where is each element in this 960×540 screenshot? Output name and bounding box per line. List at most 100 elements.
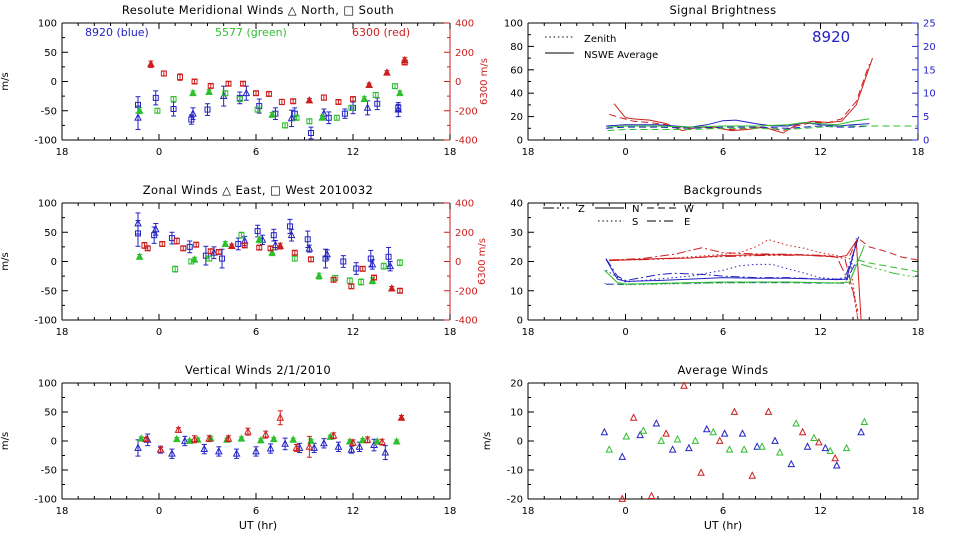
- svg-text:6: 6: [720, 147, 726, 158]
- svg-text:50: 50: [44, 48, 57, 59]
- svg-text:15: 15: [923, 65, 936, 76]
- svg-text:10: 10: [510, 408, 523, 419]
- svg-text:-100: -100: [34, 495, 57, 506]
- svg-text:0: 0: [156, 147, 162, 158]
- svg-text:100: 100: [38, 379, 57, 390]
- svg-text:0: 0: [622, 327, 628, 338]
- svg-text:Zenith: Zenith: [584, 34, 616, 45]
- svg-text:18: 18: [912, 147, 925, 158]
- svg-text:18: 18: [522, 506, 535, 517]
- svg-text:8920: 8920: [812, 28, 850, 46]
- svg-text:6: 6: [720, 327, 726, 338]
- svg-text:18: 18: [522, 327, 535, 338]
- svg-text:0: 0: [517, 437, 523, 448]
- svg-text:400: 400: [455, 199, 474, 210]
- svg-text:6300 m/s: 6300 m/s: [479, 58, 490, 105]
- svg-text:18: 18: [444, 327, 457, 338]
- x-axis-label-average-winds: UT (hr): [703, 519, 743, 532]
- svg-text:80: 80: [510, 42, 523, 53]
- svg-text:-400: -400: [455, 316, 478, 327]
- svg-text:6300 (red): 6300 (red): [352, 26, 410, 39]
- svg-text:12: 12: [814, 327, 827, 338]
- svg-text:E: E: [684, 217, 690, 228]
- svg-text:-400: -400: [455, 136, 478, 147]
- svg-text:NSWE Average: NSWE Average: [584, 50, 658, 61]
- svg-text:0: 0: [923, 136, 929, 147]
- panel-title-vertical-winds: Vertical Winds 2/1/2010: [184, 363, 332, 377]
- svg-text:40: 40: [510, 199, 523, 210]
- svg-text:0: 0: [156, 327, 162, 338]
- svg-text:-50: -50: [41, 466, 57, 477]
- svg-text:0: 0: [156, 506, 162, 517]
- svg-text:400: 400: [455, 19, 474, 30]
- svg-text:18: 18: [912, 506, 925, 517]
- svg-text:W: W: [684, 204, 694, 215]
- svg-text:Z: Z: [578, 204, 585, 215]
- svg-text:-10: -10: [507, 466, 523, 477]
- svg-text:8920 (blue): 8920 (blue): [85, 26, 149, 39]
- svg-text:18: 18: [56, 327, 69, 338]
- svg-text:6: 6: [253, 327, 259, 338]
- svg-text:0: 0: [517, 136, 523, 147]
- panel-title-zonal-winds: Zonal Winds △ East, □ West 2010032: [142, 183, 374, 197]
- svg-text:-50: -50: [41, 286, 57, 297]
- svg-text:S: S: [632, 217, 638, 228]
- svg-text:-50: -50: [41, 106, 57, 117]
- svg-text:-20: -20: [507, 495, 523, 506]
- svg-text:-100: -100: [34, 316, 57, 327]
- panel-title-average-winds: Average Winds: [677, 363, 769, 377]
- svg-text:0: 0: [51, 257, 57, 268]
- svg-text:30: 30: [510, 228, 523, 239]
- svg-text:6300 m/s: 6300 m/s: [477, 238, 488, 285]
- panel-title-meridional-winds: Resolute Meridional Winds △ North, □ Sou…: [121, 3, 395, 17]
- svg-text:100: 100: [38, 199, 57, 210]
- svg-text:25: 25: [923, 19, 936, 30]
- svg-text:12: 12: [814, 506, 827, 517]
- svg-text:6: 6: [720, 506, 726, 517]
- svg-text:100: 100: [38, 19, 57, 30]
- svg-text:50: 50: [44, 408, 57, 419]
- svg-text:10: 10: [510, 286, 523, 297]
- svg-text:0: 0: [517, 316, 523, 327]
- svg-text:5: 5: [923, 112, 929, 123]
- svg-text:18: 18: [56, 147, 69, 158]
- svg-text:40: 40: [510, 89, 523, 100]
- svg-text:0: 0: [455, 77, 461, 88]
- svg-text:20: 20: [923, 42, 936, 53]
- x-axis-label-vertical-winds: UT (hr): [238, 519, 278, 532]
- svg-text:12: 12: [347, 506, 360, 517]
- svg-text:200: 200: [455, 48, 474, 59]
- svg-text:18: 18: [56, 506, 69, 517]
- svg-text:6: 6: [253, 147, 259, 158]
- panel-meridional-winds: 18 0 6 12 18 100 50 0 -50 -100 400 200 0 -200 -400 6300…: [0, 19, 490, 159]
- panel-vertical-winds: 18 0 6 12 18 100 50 0 -50 -100 m/s: [0, 379, 456, 518]
- svg-text:50: 50: [44, 228, 57, 239]
- svg-text:18: 18: [444, 147, 457, 158]
- svg-text:12: 12: [814, 147, 827, 158]
- svg-text:5577 (green): 5577 (green): [215, 26, 287, 39]
- svg-text:12: 12: [347, 147, 360, 158]
- svg-text:0: 0: [622, 506, 628, 517]
- svg-text:0: 0: [622, 147, 628, 158]
- svg-text:m/s: m/s: [0, 72, 11, 90]
- svg-text:100: 100: [504, 19, 523, 30]
- svg-text:m/s: m/s: [0, 252, 11, 270]
- panel-title-backgrounds: Backgrounds: [683, 183, 763, 197]
- svg-text:20: 20: [510, 257, 523, 268]
- svg-text:m/s: m/s: [482, 432, 493, 450]
- svg-text:20: 20: [510, 379, 523, 390]
- svg-text:20: 20: [510, 112, 523, 123]
- svg-text:18: 18: [444, 506, 457, 517]
- panel-signal-brightness: 18 0 6 12 181008060402002520151050ZenithNSWE…: [504, 19, 936, 159]
- svg-text:6: 6: [253, 506, 259, 517]
- svg-text:-200: -200: [455, 106, 478, 117]
- panel-average-winds: 18 0 6 12 18 20 10 0 -10 -20 m/s: [482, 379, 924, 518]
- svg-text:200: 200: [455, 228, 474, 239]
- svg-text:N: N: [632, 204, 639, 215]
- panel-zonal-winds: 18 0 6 12 18 100 50 0 -50 -100 400 200 0 -200 -400 6300…: [0, 199, 488, 339]
- svg-text:0: 0: [455, 257, 461, 268]
- svg-text:60: 60: [510, 65, 523, 76]
